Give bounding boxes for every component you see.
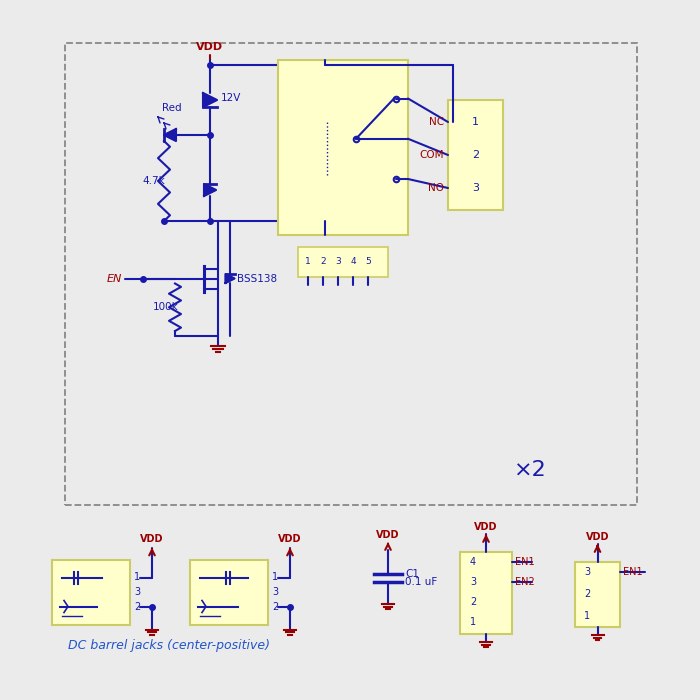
Text: 2: 2 xyxy=(134,601,140,612)
Text: 1: 1 xyxy=(472,117,479,127)
Text: VDD: VDD xyxy=(140,535,164,545)
Text: VDD: VDD xyxy=(279,535,302,545)
Text: NO: NO xyxy=(428,183,444,193)
Text: Red: Red xyxy=(162,103,182,113)
Bar xyxy=(448,100,503,210)
Text: 1: 1 xyxy=(272,573,278,582)
Bar xyxy=(278,60,408,235)
Text: 2: 2 xyxy=(272,601,279,612)
Bar xyxy=(65,43,637,505)
Bar xyxy=(52,559,130,624)
Text: COM: COM xyxy=(419,150,444,160)
Text: 2: 2 xyxy=(320,258,326,267)
Text: EN: EN xyxy=(106,274,122,284)
Text: VDD: VDD xyxy=(377,530,400,540)
Bar xyxy=(190,559,268,624)
Text: 4.7k: 4.7k xyxy=(142,176,164,186)
Text: ×2: ×2 xyxy=(514,460,547,480)
Text: C1: C1 xyxy=(405,569,419,579)
Text: 5: 5 xyxy=(365,258,371,267)
Text: 3: 3 xyxy=(584,567,590,577)
Text: NC: NC xyxy=(429,117,444,127)
Text: 3: 3 xyxy=(134,587,140,597)
Text: 0.1 uF: 0.1 uF xyxy=(405,577,438,587)
Text: 1: 1 xyxy=(584,611,590,621)
Text: 2: 2 xyxy=(470,597,476,607)
Text: EN1: EN1 xyxy=(623,567,643,577)
Text: DC barrel jacks (center-positive): DC barrel jacks (center-positive) xyxy=(68,638,270,652)
Text: 1: 1 xyxy=(305,258,311,267)
Bar xyxy=(575,562,620,627)
Text: 3: 3 xyxy=(335,258,341,267)
Text: 100k: 100k xyxy=(153,302,178,312)
Text: 2: 2 xyxy=(584,589,590,599)
Text: VDD: VDD xyxy=(586,532,609,542)
Bar xyxy=(460,552,512,634)
Text: EN2: EN2 xyxy=(515,577,535,587)
Text: VDD: VDD xyxy=(197,42,223,52)
Polygon shape xyxy=(203,93,217,107)
Text: EN1: EN1 xyxy=(515,557,535,567)
Text: 1: 1 xyxy=(470,617,476,627)
Text: 12V: 12V xyxy=(221,93,241,103)
Text: 1: 1 xyxy=(134,573,140,582)
Text: VDD: VDD xyxy=(475,522,498,532)
Text: 3: 3 xyxy=(272,587,278,597)
Text: 2: 2 xyxy=(472,150,479,160)
Text: 4: 4 xyxy=(350,258,356,267)
Text: 4: 4 xyxy=(470,557,476,567)
Text: 3: 3 xyxy=(470,577,476,587)
Text: 3: 3 xyxy=(472,183,479,193)
Text: BSS138: BSS138 xyxy=(237,274,276,284)
Polygon shape xyxy=(164,129,176,141)
Polygon shape xyxy=(225,274,234,283)
Polygon shape xyxy=(204,184,216,196)
Bar xyxy=(298,247,388,277)
